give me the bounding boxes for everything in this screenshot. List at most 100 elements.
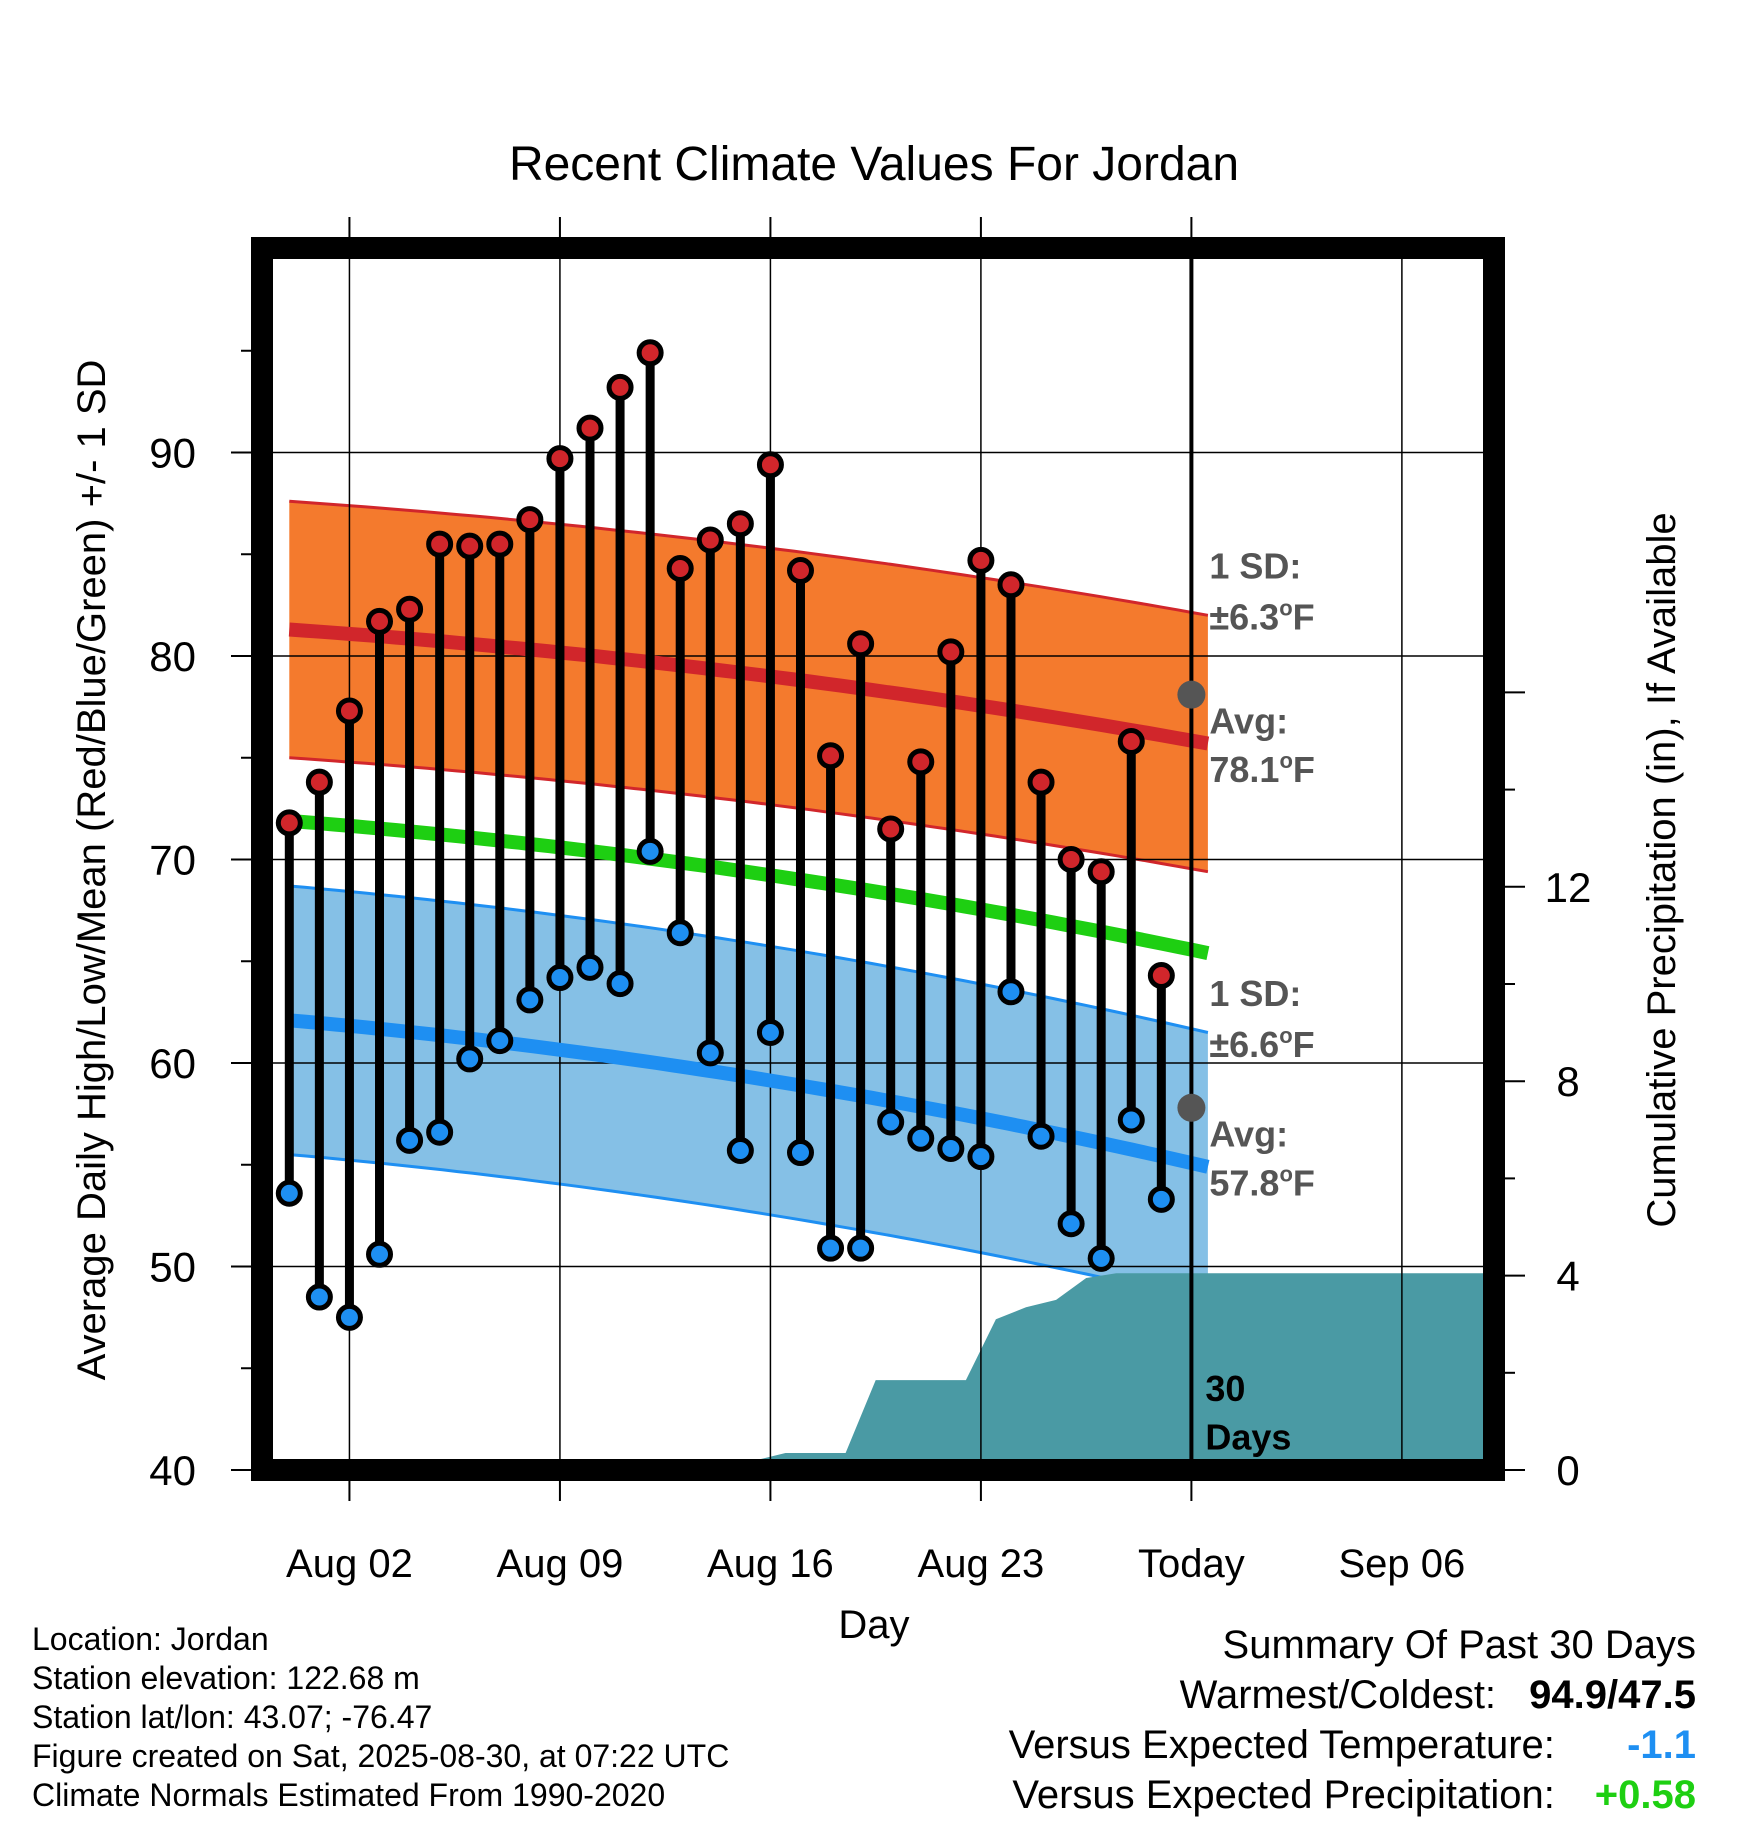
daily-low-point	[907, 1124, 935, 1152]
daily-low-point	[456, 1045, 484, 1073]
daily-low-point	[997, 978, 1025, 1006]
period-number: 30	[1205, 1368, 1245, 1409]
chart-title: Recent Climate Values For Jordan	[509, 138, 1239, 191]
daily-high-point	[305, 768, 333, 796]
y-axis-label: Average Daily High/Low/Mean (Red/Blue/Gr…	[70, 360, 114, 1381]
daily-high-point	[907, 748, 935, 776]
daily-low-point	[1027, 1122, 1055, 1150]
today-high-normal-dot	[1177, 680, 1206, 709]
x-tick-label: Aug 16	[707, 1542, 834, 1586]
precip-area	[262, 1273, 1494, 1470]
daily-high-point	[636, 339, 664, 367]
low-sd-value: ±6.6oF	[1209, 1023, 1314, 1065]
warm-cold-value: 94.9/47.5	[1529, 1673, 1696, 1717]
daily-low-point	[817, 1234, 845, 1262]
daily-low-point	[1057, 1210, 1085, 1238]
y-tick-label: 90	[149, 430, 196, 477]
plot-overlay: 1 SD: ±6.3oF Avg: 78.1oF 1 SD: ±6.6oF Avg: 57.8…	[1205, 546, 1315, 1458]
created-text: Figure created on Sat, 2025-08-30, at 07…	[32, 1738, 730, 1774]
location-text: Location: Jordan	[32, 1621, 269, 1657]
daily-high-point	[967, 546, 995, 574]
daily-high-point	[366, 607, 394, 635]
high-sd-band	[289, 501, 1208, 872]
daily-high-point	[726, 510, 754, 538]
daily-high-point	[606, 373, 634, 401]
latlon-text: Station lat/lon: 43.07; -76.47	[32, 1699, 433, 1735]
station-info: Location: Jordan Station elevation: 122.…	[32, 1620, 729, 1815]
y2-tick-label: 4	[1556, 1253, 1579, 1300]
daily-high-point	[576, 414, 604, 442]
x-axis-label: Day	[838, 1603, 909, 1647]
low-avg-value: 57.8oF	[1209, 1161, 1315, 1203]
y-tick-label: 40	[149, 1447, 196, 1494]
daily-low-point	[486, 1027, 514, 1055]
daily-low-point	[967, 1143, 995, 1171]
daily-low-point	[576, 953, 604, 981]
temp-row: Versus Expected Temperature: -1.1	[1009, 1720, 1696, 1770]
warm-cold-row: Warmest/Coldest: 94.9/47.5	[1009, 1670, 1696, 1720]
elevation-text: Station elevation: 122.68 m	[32, 1660, 420, 1696]
x-tick-label: Aug 02	[286, 1542, 413, 1586]
daily-high-point	[937, 638, 965, 666]
y-tick-label: 50	[149, 1244, 196, 1291]
high-avg-label: Avg:	[1209, 700, 1288, 741]
daily-low-point	[366, 1240, 394, 1268]
summary-heading: Summary Of Past 30 Days	[1222, 1623, 1696, 1667]
plot-frame	[251, 237, 1505, 1481]
x-tick-label: Sep 06	[1338, 1542, 1465, 1586]
daily-high-point	[666, 554, 694, 582]
y-tick-label: 70	[149, 837, 196, 884]
daily-low-point	[877, 1108, 905, 1136]
daily-high-point	[877, 815, 905, 843]
daily-low-point	[1117, 1106, 1145, 1134]
daily-high-point	[696, 526, 724, 554]
daily-low-point	[1147, 1185, 1175, 1213]
daily-low-point	[426, 1118, 454, 1146]
temp-label: Versus Expected Temperature:	[1008, 1723, 1555, 1767]
warm-cold-label: Warmest/Coldest:	[1179, 1673, 1497, 1717]
daily-high-point	[275, 809, 303, 837]
daily-high-point	[426, 530, 454, 558]
daily-high-point	[1147, 961, 1175, 989]
daily-high-point	[817, 742, 845, 770]
x-tick-label: Today	[1138, 1542, 1245, 1586]
today-low-normal-dot	[1177, 1093, 1206, 1122]
daily-low-point	[335, 1303, 363, 1331]
daily-high-point	[756, 451, 784, 479]
precip-label: Versus Expected Precipitation:	[1012, 1773, 1555, 1817]
x-tick-label: Aug 09	[497, 1542, 624, 1586]
summary-panel: Summary Of Past 30 Days Warmest/Coldest:…	[1009, 1620, 1696, 1820]
y2-axis-label: Cumulative Precipitation (in), If Availa…	[1640, 512, 1684, 1227]
low-sd-label: 1 SD:	[1209, 973, 1301, 1014]
y2-tick-label: 12	[1545, 864, 1592, 911]
daily-low-point	[516, 986, 544, 1014]
daily-low-point	[756, 1018, 784, 1046]
plot-area	[262, 248, 1494, 1470]
high-sd-label: 1 SD:	[1209, 546, 1301, 587]
x-tick-label: Aug 23	[918, 1542, 1045, 1586]
precip-row: Versus Expected Precipitation: +0.58	[1009, 1770, 1696, 1820]
daily-high-point	[486, 530, 514, 558]
daily-low-point	[786, 1139, 814, 1167]
low-avg-label: Avg:	[1209, 1113, 1288, 1154]
high-sd-value: ±6.3oF	[1209, 596, 1314, 638]
daily-high-point	[997, 571, 1025, 599]
daily-low-point	[937, 1134, 965, 1162]
daily-low-point	[726, 1137, 754, 1165]
temp-value: -1.1	[1627, 1723, 1696, 1767]
daily-high-point	[786, 557, 814, 585]
daily-high-point	[1057, 846, 1085, 873]
precip-value: +0.58	[1594, 1773, 1696, 1817]
high-avg-value: 78.1oF	[1209, 748, 1315, 790]
daily-high-point	[1027, 768, 1055, 796]
normals-text: Climate Normals Estimated From 1990-2020	[32, 1777, 666, 1813]
period-word: Days	[1205, 1417, 1291, 1458]
daily-high-point	[516, 506, 544, 534]
daily-high-point	[847, 630, 875, 658]
daily-low-point	[606, 970, 634, 998]
y-tick-label: 80	[149, 633, 196, 680]
daily-low-point	[396, 1126, 424, 1154]
daily-low-point	[696, 1039, 724, 1067]
daily-low-point	[847, 1234, 875, 1262]
